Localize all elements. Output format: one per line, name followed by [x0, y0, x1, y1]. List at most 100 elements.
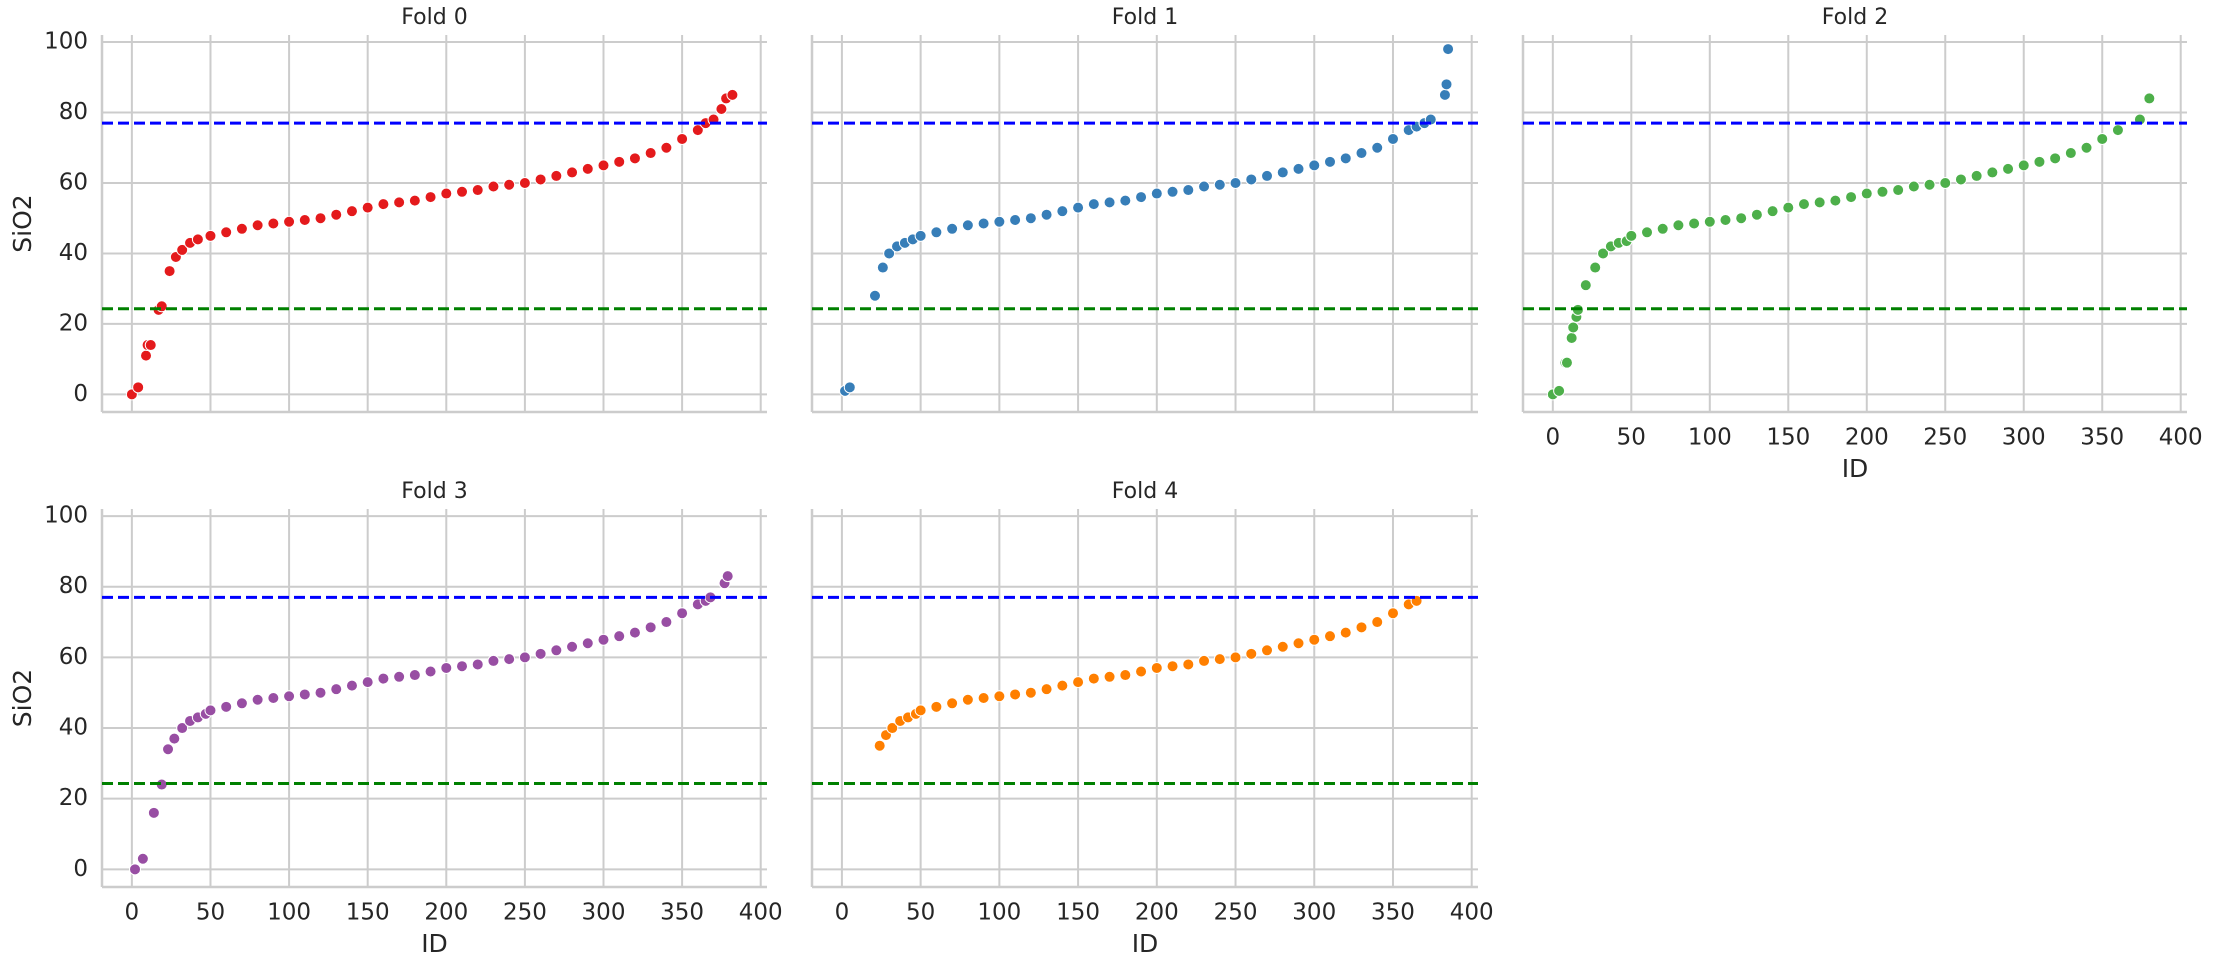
data-point [1324, 630, 1336, 643]
data-point [1954, 173, 1967, 186]
panel-title: Fold 0 [401, 5, 467, 30]
x-tick-label: 250 [503, 900, 547, 926]
x-tick-label: 400 [739, 900, 783, 926]
x-tick-label: 0 [1546, 425, 1561, 451]
data-point [440, 187, 453, 200]
data-point [204, 704, 217, 717]
data-point [676, 607, 689, 620]
data-point [1553, 384, 1566, 397]
data-point [1355, 621, 1368, 634]
data-point [361, 201, 374, 214]
data-point [930, 700, 943, 713]
data-point [1072, 201, 1085, 214]
data-point [1182, 184, 1195, 197]
data-point [993, 690, 1006, 703]
x-tick-label: 150 [346, 900, 390, 926]
data-point [235, 222, 248, 235]
y-tick-label: 100 [44, 29, 88, 55]
data-point [267, 217, 280, 230]
data-point [1056, 205, 1069, 218]
data-point [628, 626, 641, 639]
data-point [267, 692, 280, 704]
data-point [1229, 176, 1242, 189]
data-point [251, 219, 264, 232]
x-tick-label: 100 [1688, 425, 1732, 451]
data-point [1308, 633, 1321, 646]
data-point [1386, 132, 1399, 145]
data-point [534, 647, 547, 660]
data-point [1261, 644, 1274, 657]
data-point [220, 226, 233, 239]
data-point [518, 176, 531, 189]
y-tick-label: 20 [59, 310, 88, 336]
y-tick-label: 20 [59, 785, 88, 811]
data-point [1560, 356, 1573, 369]
data-point [1782, 201, 1795, 214]
data-point [314, 212, 327, 225]
data-point [1324, 155, 1336, 168]
data-point [1970, 169, 1983, 182]
data-point [176, 243, 189, 256]
data-point [715, 102, 728, 115]
y-axis-label: SiO2 [8, 669, 37, 727]
data-point [977, 217, 990, 230]
data-point [1813, 196, 1826, 209]
data-point [408, 669, 421, 682]
data-point [721, 570, 734, 583]
data-point [1339, 626, 1352, 639]
x-tick-label: 50 [196, 900, 225, 926]
x-tick-label: 250 [1923, 425, 1967, 451]
data-point [471, 184, 484, 197]
data-point [1355, 147, 1368, 160]
data-point [613, 155, 626, 168]
data-point [298, 688, 311, 701]
data-point [961, 219, 974, 232]
data-point [1150, 661, 1163, 674]
y-tick-label: 80 [59, 573, 88, 599]
data-point [1579, 279, 1592, 292]
data-point [487, 180, 500, 193]
x-tick-label: 200 [1135, 900, 1179, 926]
data-point [1625, 229, 1638, 242]
x-tick-label: 0 [835, 900, 850, 926]
y-tick-label: 40 [59, 240, 88, 266]
data-point [330, 208, 343, 221]
y-tick-label: 80 [59, 99, 88, 125]
data-point [408, 194, 421, 207]
data-point [191, 233, 204, 246]
data-point [1438, 88, 1451, 101]
x-tick-label: 350 [1371, 900, 1415, 926]
data-point [1719, 213, 1732, 226]
data-point [132, 381, 145, 394]
x-tick-label: 100 [267, 900, 311, 926]
data-point [676, 132, 689, 145]
data-point [393, 670, 406, 683]
data-point [1440, 78, 1453, 91]
y-tick-label: 100 [44, 503, 88, 529]
data-point [1087, 198, 1100, 211]
x-tick-label: 300 [582, 900, 626, 926]
data-point [644, 147, 657, 160]
data-point [1597, 247, 1610, 260]
data-point [566, 166, 579, 179]
data-point [1589, 261, 1602, 274]
data-point [566, 640, 579, 653]
y-tick-label: 60 [59, 644, 88, 670]
data-point [393, 196, 406, 209]
data-point [147, 806, 160, 819]
data-point [361, 676, 374, 689]
data-point [613, 630, 626, 643]
x-tick-label: 200 [424, 900, 468, 926]
data-point [1245, 173, 1258, 186]
y-tick-label: 60 [59, 169, 88, 195]
data-point [330, 683, 343, 696]
data-point [691, 124, 704, 137]
data-point [1072, 676, 1085, 689]
data-point [345, 679, 358, 692]
data-point [503, 178, 516, 191]
data-point [204, 229, 217, 242]
y-tick-label: 40 [59, 715, 88, 741]
data-point [2080, 141, 2093, 154]
data-point [440, 661, 453, 674]
data-point [1892, 184, 1905, 197]
